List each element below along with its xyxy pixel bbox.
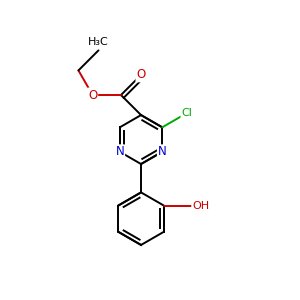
Text: N: N	[116, 145, 124, 158]
Text: Cl: Cl	[182, 108, 192, 118]
Text: O: O	[136, 68, 146, 81]
Text: OH: OH	[192, 200, 209, 211]
Text: O: O	[88, 88, 97, 101]
Text: H₃C: H₃C	[88, 38, 109, 47]
Text: N: N	[158, 145, 167, 158]
